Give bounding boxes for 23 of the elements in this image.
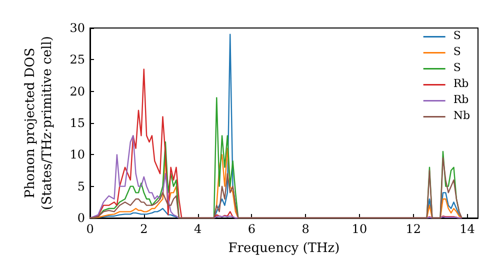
legend-label: S — [453, 45, 461, 58]
y-tick-label: 5 — [77, 179, 85, 194]
x-tick-label: 0 — [86, 222, 94, 236]
legend-label: Nb — [453, 109, 470, 122]
x-tick-label: 6 — [248, 222, 256, 236]
y-tick-label: 30 — [70, 21, 85, 35]
y-tick-label: 0 — [77, 211, 85, 225]
y-tick-label: 25 — [70, 52, 85, 67]
legend-label: S — [453, 29, 461, 42]
x-tick-label: 8 — [302, 222, 310, 236]
y-tick-label: 20 — [70, 84, 85, 98]
y-tick-label: 15 — [70, 116, 85, 130]
x-tick-label: 12 — [406, 222, 421, 236]
x-tick-label: 10 — [352, 222, 368, 236]
x-axis-title: Frequency (THz) — [228, 241, 340, 256]
legend-label: Rb — [453, 93, 469, 106]
legend-label: S — [453, 61, 461, 74]
y-tick-label: 10 — [70, 148, 85, 162]
x-tick-label: 2 — [140, 222, 148, 236]
legend-label: Rb — [453, 77, 469, 90]
y-axis-title: Phonon projected DOS (States/THz·primitive cell) — [23, 36, 55, 210]
x-tick-label: 4 — [194, 222, 202, 236]
x-tick-label: 14 — [460, 222, 476, 236]
